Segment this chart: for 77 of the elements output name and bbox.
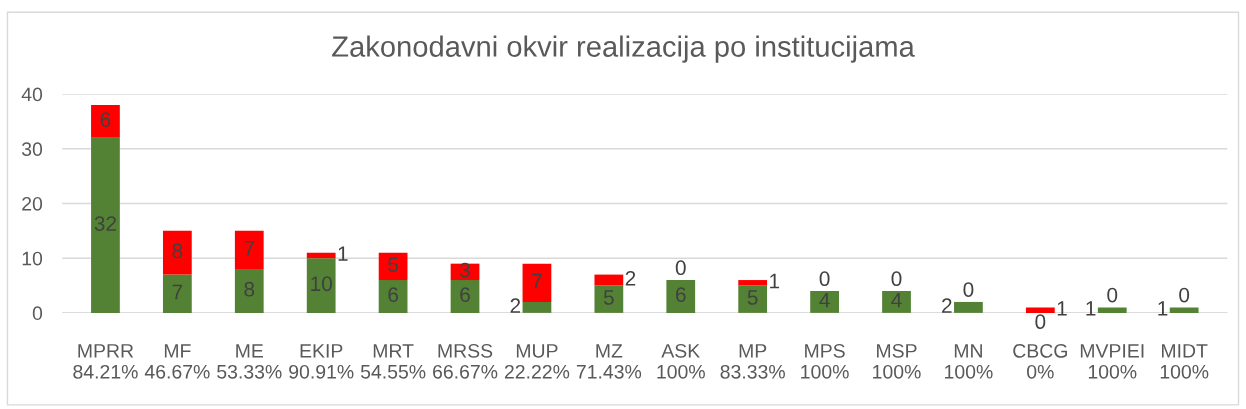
y-tick-label: 10 xyxy=(22,251,43,266)
bar xyxy=(738,285,768,313)
data-label: 6 xyxy=(460,287,470,303)
data-label: 2 xyxy=(625,270,636,286)
x-tick-label: ASK 100% xyxy=(657,343,705,379)
data-label: 0 xyxy=(1035,314,1046,330)
x-tick-label: MRT 54.55% xyxy=(360,344,426,379)
bar xyxy=(162,230,192,275)
x-tick-label: MIDT 100% xyxy=(1160,344,1209,379)
data-label: 0 xyxy=(891,271,902,287)
bar xyxy=(594,274,624,286)
data-label: 6 xyxy=(388,287,398,303)
y-tick-label: 0 xyxy=(32,306,43,321)
bar xyxy=(1097,307,1127,313)
x-tick-label: MZ 71.43% xyxy=(576,344,642,379)
bar xyxy=(738,280,768,286)
data-label: 8 xyxy=(244,281,255,297)
bar xyxy=(522,263,552,302)
data-label: 2 xyxy=(942,298,952,313)
data-label: 0 xyxy=(675,260,686,276)
bar xyxy=(234,269,264,313)
data-label: 5 xyxy=(388,257,399,272)
chart-title: Zakonodavni okvir realizacija po institucijama xyxy=(332,35,915,63)
data-label: 4 xyxy=(819,293,830,308)
y-tick-label: 40 xyxy=(21,87,43,102)
x-tick-label: MVPIEI 100% xyxy=(1080,344,1144,379)
data-label: 0 xyxy=(1179,287,1190,303)
x-tick-label: MRSS 66.67% xyxy=(433,343,498,379)
bar xyxy=(882,291,911,313)
x-tick-label: MSP 100% xyxy=(873,343,921,379)
y-tick-label: 30 xyxy=(21,142,43,157)
x-tick-label: MUP 22.22% xyxy=(504,344,570,379)
x-tick-label: MPRR 84.21% xyxy=(73,344,138,379)
x-tick-label: CBCG 0% xyxy=(1013,343,1067,379)
data-label: 8 xyxy=(172,243,183,259)
bar xyxy=(1169,307,1199,313)
x-tick-label: MN 100% xyxy=(945,344,993,379)
bar xyxy=(594,285,624,313)
bar xyxy=(234,230,264,270)
x-tick-label: MPS 100% xyxy=(801,343,849,379)
bar xyxy=(162,274,192,313)
data-label: 5 xyxy=(747,290,758,305)
data-label: 5 xyxy=(603,290,614,305)
y-tick-label: 20 xyxy=(22,196,43,211)
data-label: 6 xyxy=(100,112,111,128)
bar xyxy=(954,301,983,313)
x-tick-label: MP 83.33% xyxy=(720,344,785,379)
bar xyxy=(306,252,336,259)
x-tick-label: MF 46.67% xyxy=(144,344,210,379)
data-label: 1 xyxy=(1086,301,1096,316)
data-label: 1 xyxy=(770,273,780,289)
data-label: 2 xyxy=(510,298,521,313)
bar xyxy=(91,105,120,138)
data-label: 7 xyxy=(244,241,255,256)
data-label: 10 xyxy=(311,276,332,292)
data-label: 4 xyxy=(891,293,902,308)
data-label: 7 xyxy=(172,284,183,300)
x-tick-label: EKIP 90.91% xyxy=(289,344,354,379)
data-label: 0 xyxy=(1107,287,1118,303)
bar xyxy=(450,280,480,313)
x-tick-label: ME 53.33% xyxy=(217,344,282,379)
data-label: 6 xyxy=(676,287,686,303)
data-label: 7 xyxy=(532,273,542,289)
data-label: 0 xyxy=(963,282,974,298)
bar xyxy=(666,280,696,313)
data-label: 32 xyxy=(94,216,116,231)
data-label: 0 xyxy=(819,271,830,287)
data-label: 3 xyxy=(460,262,470,278)
bar xyxy=(522,301,552,313)
bar xyxy=(810,291,839,313)
data-label: 1 xyxy=(1057,301,1067,316)
bar xyxy=(1025,307,1055,313)
bar xyxy=(306,258,336,313)
bar xyxy=(378,280,408,313)
bar xyxy=(91,137,120,313)
data-label: 1 xyxy=(1158,301,1168,316)
data-label: 1 xyxy=(338,246,348,261)
